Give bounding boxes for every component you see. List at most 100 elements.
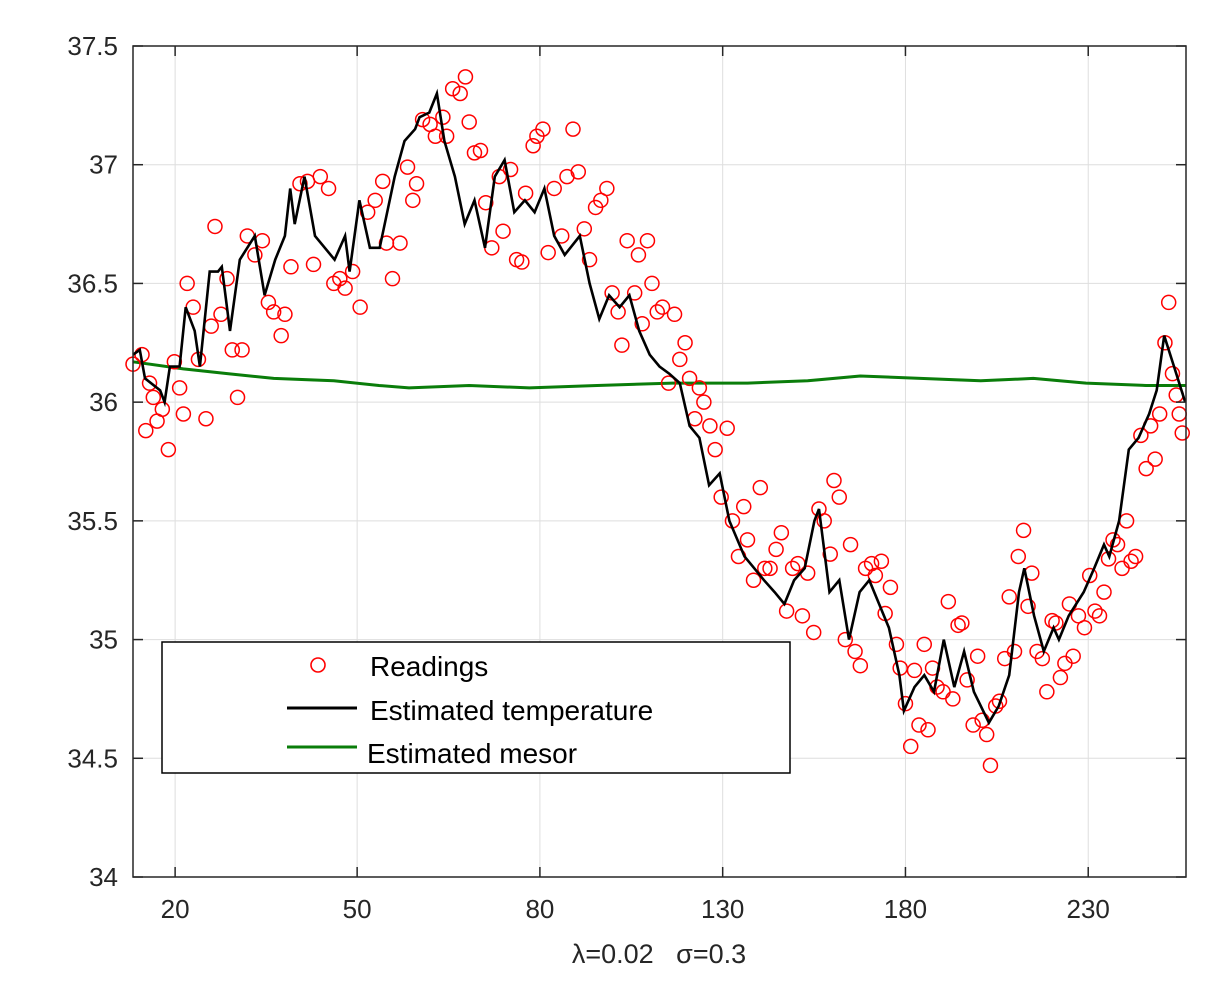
y-tick-label: 36	[89, 387, 118, 417]
reading-point	[352, 299, 368, 315]
reading-point	[570, 164, 587, 180]
reading-point	[1087, 603, 1103, 619]
reading-point	[1015, 522, 1032, 539]
reading-point	[1057, 655, 1073, 672]
reading-point	[773, 524, 790, 541]
reading-point	[1010, 548, 1027, 565]
reading-point	[1127, 548, 1144, 565]
reading-point	[495, 223, 511, 239]
mesor-line	[132, 360, 1186, 390]
reading-point	[897, 695, 914, 712]
reading-point	[160, 441, 177, 458]
reading-point	[141, 375, 158, 391]
reading-point	[392, 235, 408, 251]
y-tick-label: 36.5	[67, 268, 118, 298]
reading-point	[1133, 427, 1149, 444]
reading-point	[1044, 612, 1060, 629]
reading-point	[234, 342, 250, 358]
reading-point	[367, 192, 383, 209]
reading-point	[219, 270, 235, 287]
reading-point	[145, 389, 162, 406]
reading-point	[713, 489, 729, 505]
reading-point	[461, 114, 477, 130]
reading-point	[213, 306, 229, 323]
reading-point	[940, 593, 957, 610]
reading-point	[207, 218, 223, 235]
reading-point	[778, 603, 795, 619]
reading-point	[959, 672, 975, 688]
reading-point	[1171, 406, 1187, 422]
reading-point	[626, 285, 643, 301]
x-tick-label: 180	[884, 894, 927, 924]
reading-point	[745, 572, 762, 588]
reading-point	[405, 192, 421, 209]
reading-point	[1160, 294, 1177, 311]
temperature-line	[132, 88, 1187, 726]
reading-point	[969, 648, 986, 664]
legend: Readings Estimated temperature Estimated…	[161, 641, 791, 774]
reading-point	[762, 560, 778, 577]
reading-point	[852, 657, 869, 674]
reading-point	[822, 546, 838, 562]
reading-point	[444, 80, 461, 97]
reading-point	[619, 232, 635, 249]
reading-point	[826, 472, 842, 489]
reading-point	[1114, 560, 1130, 577]
reading-point	[224, 342, 241, 358]
plot-area	[125, 69, 1190, 774]
reading-point	[702, 418, 718, 434]
reading-point	[179, 275, 195, 292]
reading-point	[654, 299, 671, 315]
reading-point	[873, 553, 890, 569]
reading-point	[546, 180, 562, 197]
reading-point	[332, 270, 348, 287]
reading-point	[1081, 567, 1098, 584]
x-tick-label: 20	[161, 894, 190, 924]
reading-point	[965, 717, 981, 733]
reading-point	[198, 411, 214, 427]
reading-point	[863, 555, 880, 572]
reading-point	[719, 420, 735, 437]
reading-point	[691, 380, 708, 396]
reading-point	[1065, 648, 1081, 664]
reading-point	[1048, 615, 1064, 631]
reading-point	[916, 636, 933, 653]
reading-point	[991, 693, 1008, 710]
legend-readings-label: Readings	[370, 651, 488, 682]
reading-point	[408, 175, 425, 192]
reading-point	[472, 142, 489, 159]
reading-point	[452, 85, 468, 102]
reading-point	[435, 109, 451, 125]
y-tick-label: 34	[89, 862, 118, 892]
reading-point	[906, 662, 923, 679]
reading-point	[784, 560, 801, 577]
x-axis-label: λ=0.02 σ=0.3	[572, 939, 746, 969]
reading-point	[581, 251, 598, 268]
reading-point	[283, 259, 299, 275]
reading-point	[950, 617, 966, 634]
reading-point	[540, 244, 556, 261]
reading-point	[1164, 365, 1181, 382]
reading-point	[768, 541, 784, 558]
reading-point	[1091, 608, 1108, 624]
reading-point	[457, 69, 474, 85]
x-tick-label: 230	[1067, 894, 1110, 924]
reading-point	[1034, 650, 1051, 667]
reading-point	[438, 128, 455, 144]
reading-point	[154, 401, 171, 418]
reading-point	[312, 168, 329, 185]
reading-point	[517, 185, 534, 201]
reading-point	[920, 722, 936, 738]
reading-point	[696, 394, 712, 410]
reading-point	[1039, 684, 1055, 700]
reading-point	[630, 247, 647, 263]
reading-point	[672, 351, 688, 368]
reading-point	[374, 173, 391, 190]
reading-point	[478, 194, 494, 211]
reading-point	[707, 441, 723, 458]
reading-point	[175, 406, 192, 422]
reading-point	[344, 263, 361, 280]
legend-temperature-label: Estimated temperature	[370, 695, 653, 726]
reading-point	[735, 498, 752, 515]
reading-point	[1138, 460, 1154, 477]
